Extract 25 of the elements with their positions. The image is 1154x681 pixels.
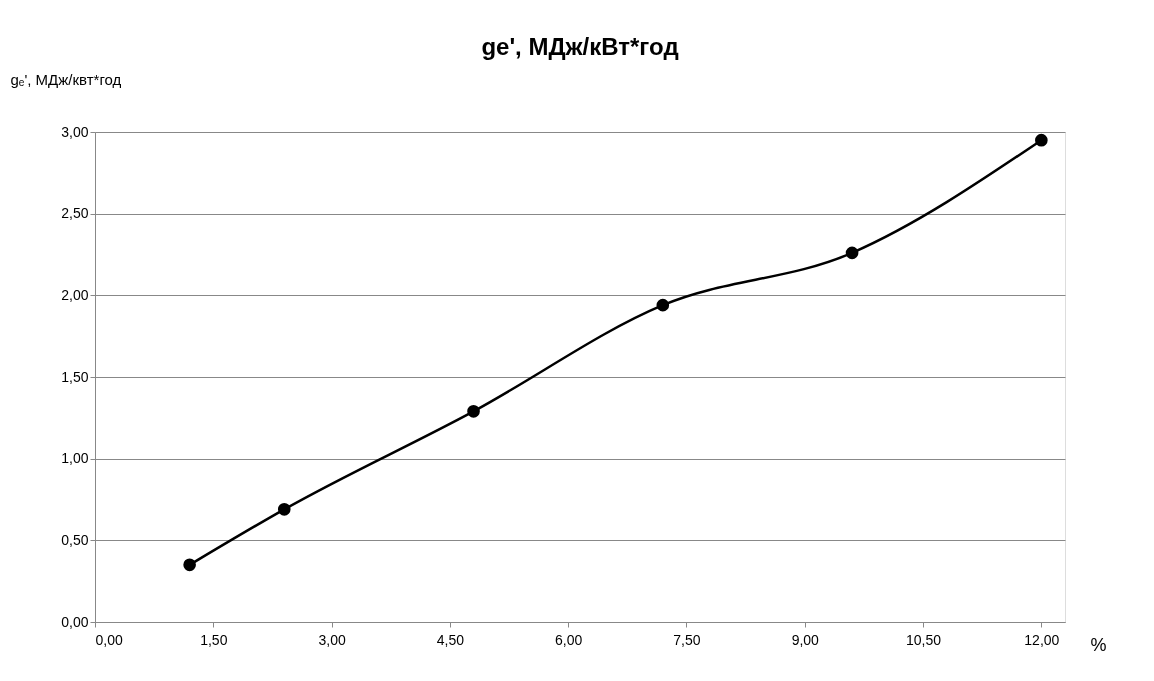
y-tick-label: 0,00	[61, 613, 89, 630]
point	[656, 298, 670, 312]
y-tick-label: 1,00	[61, 450, 89, 467]
x-tick-label: 6,00	[555, 631, 583, 648]
y-tick-label: 2,50	[61, 205, 89, 222]
chart-title: ge', МДж/кВт*год	[481, 33, 679, 60]
y-tick-label: 3,00	[61, 123, 89, 140]
y-tick-label: 1,50	[61, 368, 89, 385]
y-tick-label: 0,50	[61, 531, 89, 548]
y-axis-title: gₑ', МДж/квт*год	[10, 70, 122, 88]
x-tick-label: 9,00	[791, 631, 820, 648]
y-tick-label: 2,00	[61, 286, 89, 303]
x-axis-title: %	[1090, 634, 1107, 655]
x-tick-label: 12,00	[1024, 631, 1060, 648]
point	[183, 558, 196, 572]
point	[845, 246, 859, 260]
point	[1035, 133, 1048, 147]
x-tick-label: 7,50	[673, 631, 701, 648]
x-tick-label: 1,50	[200, 631, 228, 648]
point	[277, 502, 291, 516]
x-tick-label: 10,50	[906, 631, 942, 648]
x-tick-label: 3,00	[318, 631, 346, 648]
x-tick-label: 0,00	[95, 631, 123, 648]
point	[467, 404, 480, 418]
x-tick-label: 4,50	[436, 631, 465, 648]
